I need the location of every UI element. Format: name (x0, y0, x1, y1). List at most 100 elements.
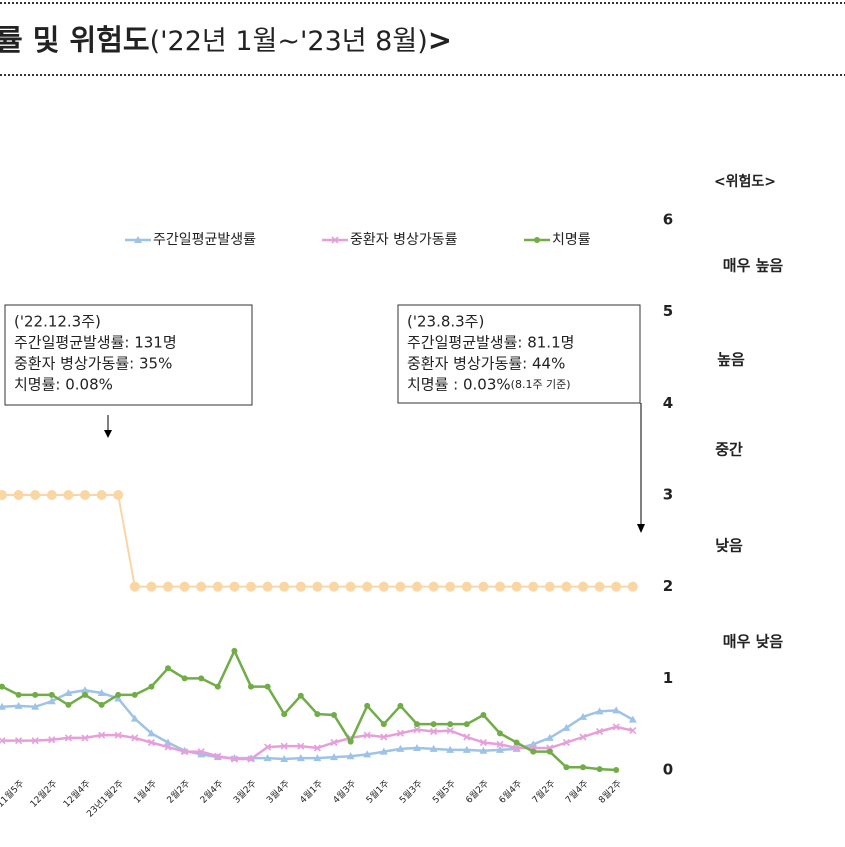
x-tick-label: 12월2주 (27, 777, 59, 809)
marker (579, 712, 587, 720)
risk-dot (428, 581, 439, 592)
x-tick-label: 2월4주 (197, 777, 225, 805)
x-tick-label: 2월2주 (164, 777, 192, 805)
risk-dot (246, 581, 256, 592)
marker (148, 683, 155, 690)
marker (65, 701, 72, 708)
marker (413, 726, 421, 734)
risk-dot (594, 581, 605, 592)
marker (115, 691, 122, 698)
marker (613, 767, 620, 773)
marker (114, 694, 123, 702)
risk-dot (262, 581, 273, 592)
marker (496, 745, 504, 753)
marker (562, 738, 570, 747)
marker (628, 715, 637, 723)
marker (0, 702, 6, 710)
risk-dot (196, 581, 207, 592)
annotation-line: 치명률: 0.08% (14, 376, 113, 394)
risk-dot (96, 490, 107, 500)
risk-dot (0, 490, 7, 500)
risk-dot (80, 490, 90, 500)
x-tick-label: 3월4주 (264, 777, 292, 805)
marker (14, 701, 23, 709)
marker (281, 711, 288, 718)
marker (247, 755, 255, 763)
risk-dot (146, 581, 157, 592)
marker (230, 755, 238, 763)
risk-dot (129, 581, 140, 592)
marker (98, 731, 106, 739)
marker (496, 740, 504, 748)
risk-level: 매우 낮음 (723, 633, 784, 651)
risk-dot (412, 581, 422, 592)
risk-title: <위험도> (714, 173, 776, 190)
risk-level: 높음 (717, 351, 745, 369)
risk-dot (279, 581, 290, 592)
marker (164, 743, 172, 751)
y-tick-label: 1 (663, 669, 673, 687)
annotation-line: ('23.8.3주) (407, 313, 484, 331)
marker (629, 727, 637, 735)
risk-dot (362, 581, 373, 592)
marker (264, 743, 272, 751)
marker (463, 733, 471, 741)
marker (248, 683, 254, 690)
marker (15, 737, 23, 745)
x-tick-label: 7월2주 (529, 777, 557, 805)
marker (396, 744, 405, 752)
y-tick-label: 4 (663, 394, 673, 412)
risk-dot (627, 581, 638, 592)
marker (579, 733, 587, 741)
annotation-line: 치명률 : 0.03%(8.1주 기준) (407, 376, 571, 394)
marker (330, 753, 338, 761)
marker (197, 750, 206, 758)
risk-dot (179, 581, 190, 592)
x-tick-label: 4월3주 (330, 777, 358, 805)
marker (596, 727, 604, 736)
marker (97, 689, 106, 696)
marker (165, 665, 171, 672)
marker (596, 766, 603, 773)
marker (31, 702, 40, 710)
marker (81, 734, 89, 742)
risk-dot (378, 581, 389, 592)
marker (314, 711, 321, 718)
legend-label: 중환자 병상가동률 (350, 232, 458, 248)
legend-label: 주간일평균발생률 (153, 232, 256, 248)
arrow-head (637, 524, 645, 533)
legend-marker (534, 237, 540, 243)
marker (313, 754, 322, 762)
marker (263, 754, 272, 762)
marker (380, 733, 388, 741)
marker (130, 714, 139, 722)
marker (131, 691, 138, 698)
x-tick-label: 6월4주 (496, 777, 524, 805)
marker (379, 747, 388, 755)
risk-dot (312, 581, 323, 592)
marker (214, 752, 222, 760)
risk-dot (495, 581, 505, 592)
marker (114, 731, 122, 739)
marker (396, 729, 404, 737)
marker (513, 739, 520, 746)
marker (530, 748, 537, 755)
risk-dot (561, 581, 572, 592)
marker (347, 738, 354, 745)
marker (297, 742, 305, 750)
legend-marker (331, 236, 339, 244)
risk-dot (578, 581, 588, 592)
x-tick-label: 4월1주 (297, 777, 325, 805)
y-tick-label: 2 (663, 577, 673, 595)
marker (164, 738, 172, 746)
marker (479, 738, 487, 747)
marker (462, 745, 471, 753)
marker (563, 764, 570, 771)
x-tick-label: 5월1주 (363, 777, 391, 805)
y-tick-label: 5 (663, 302, 673, 320)
marker (313, 744, 321, 752)
y-tick-label: 0 (663, 761, 673, 779)
marker (47, 697, 56, 705)
marker (98, 701, 105, 708)
marker (32, 691, 39, 698)
